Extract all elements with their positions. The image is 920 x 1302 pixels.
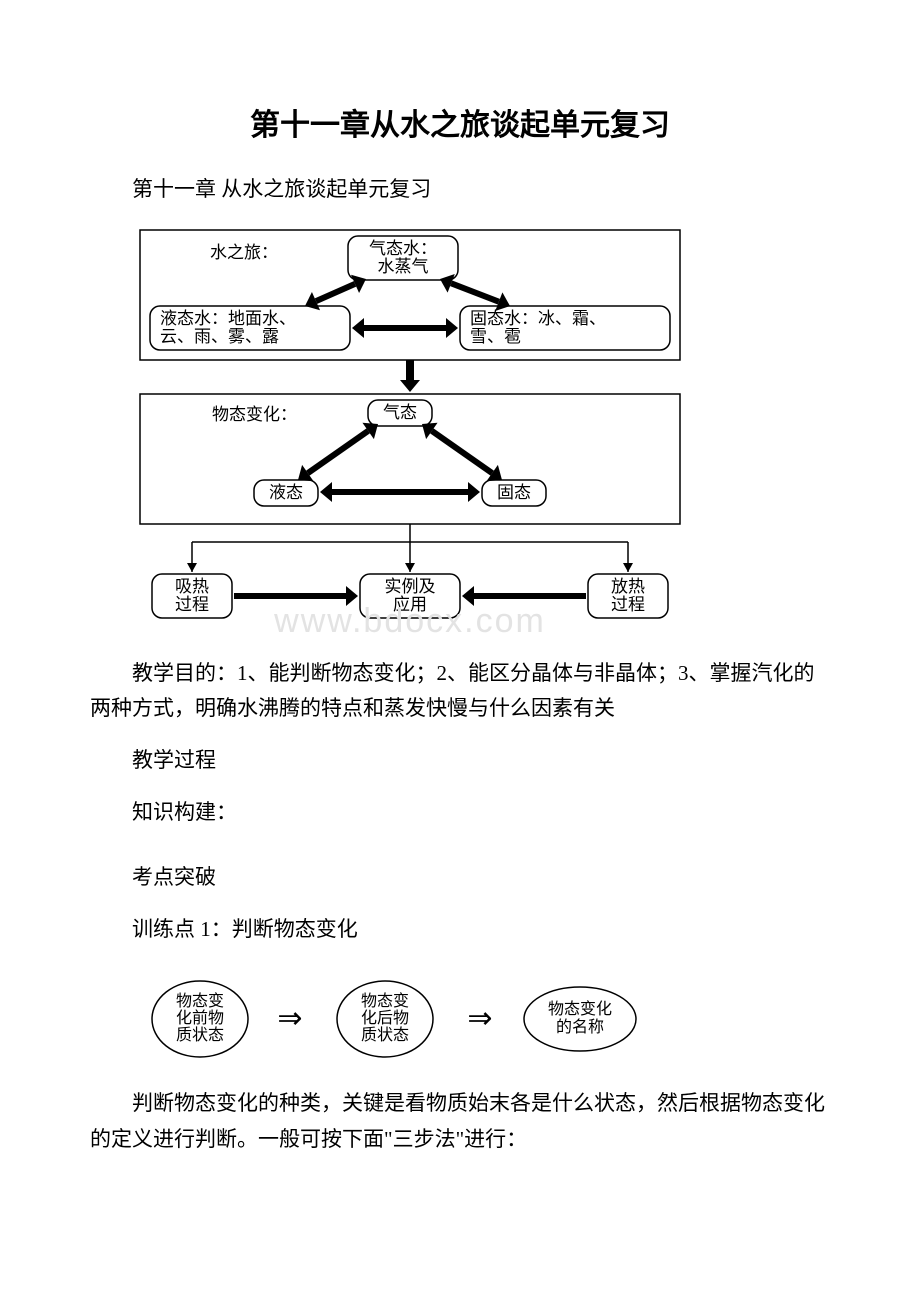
build-heading: 知识构建：	[90, 795, 830, 831]
training-point-1: 训练点 1：判断物态变化	[90, 912, 830, 948]
process-heading: 教学过程	[90, 743, 830, 779]
svg-text:吸热: 吸热	[175, 577, 209, 596]
svg-text:固态: 固态	[497, 483, 531, 502]
breakthrough-heading: 考点突破	[90, 860, 830, 896]
svg-text:气态水：: 气态水：	[369, 239, 437, 258]
svg-text:实例及: 实例及	[385, 577, 436, 596]
svg-text:物态变化：: 物态变化：	[212, 405, 297, 424]
svg-text:液态: 液态	[269, 483, 303, 502]
svg-text:的名称: 的名称	[556, 1018, 604, 1036]
page-title: 第十一章从水之旅谈起单元复习	[90, 100, 830, 144]
svg-text:物态变化: 物态变化	[548, 1000, 612, 1018]
concept-diagram-1: 水之旅： 气态水：水蒸气液态水：地面水、云、雨、雾、露 固态水：冰、霜、雪、雹物态变…	[130, 224, 830, 644]
svg-text:物态变: 物态变	[361, 992, 409, 1010]
three-step-diagram: 物态变化前物质状态物态变化后物质状态物态变化的名称⇒⇒	[130, 964, 830, 1074]
svg-text:过程: 过程	[175, 595, 209, 614]
svg-text:液态水：地面水、: 液态水：地面水、	[160, 309, 296, 328]
svg-text:水之旅：: 水之旅：	[210, 243, 278, 262]
objective-paragraph: 教学目的：1、能判断物态变化；2、能区分晶体与非晶体；3、掌握汽化的两种方式，明…	[90, 656, 830, 727]
subtitle-line: 第十一章 从水之旅谈起单元复习	[90, 172, 830, 208]
svg-text:物态变: 物态变	[176, 992, 224, 1010]
svg-text:水蒸气: 水蒸气	[378, 257, 429, 276]
svg-text:固态水：冰、霜、: 固态水：冰、霜、	[470, 309, 606, 328]
svg-text:云、雨、雾、露: 云、雨、雾、露	[160, 327, 279, 346]
svg-text:⇒: ⇒	[277, 1002, 302, 1035]
svg-text:化前物: 化前物	[176, 1009, 224, 1027]
svg-text:雪、雹: 雪、雹	[470, 327, 521, 346]
svg-text:过程: 过程	[611, 595, 645, 614]
svg-text:化后物: 化后物	[361, 1009, 409, 1027]
svg-text:气态: 气态	[383, 403, 417, 422]
svg-text:质状态: 质状态	[176, 1026, 224, 1044]
svg-text:www.bdocx.com: www.bdocx.com	[273, 602, 546, 640]
explanation-paragraph: 判断物态变化的种类，关键是看物质始末各是什么状态，然后根据物态变化的定义进行判断…	[90, 1086, 830, 1157]
svg-text:⇒: ⇒	[467, 1002, 492, 1035]
svg-text:质状态: 质状态	[361, 1026, 409, 1044]
svg-text:放热: 放热	[611, 577, 645, 596]
